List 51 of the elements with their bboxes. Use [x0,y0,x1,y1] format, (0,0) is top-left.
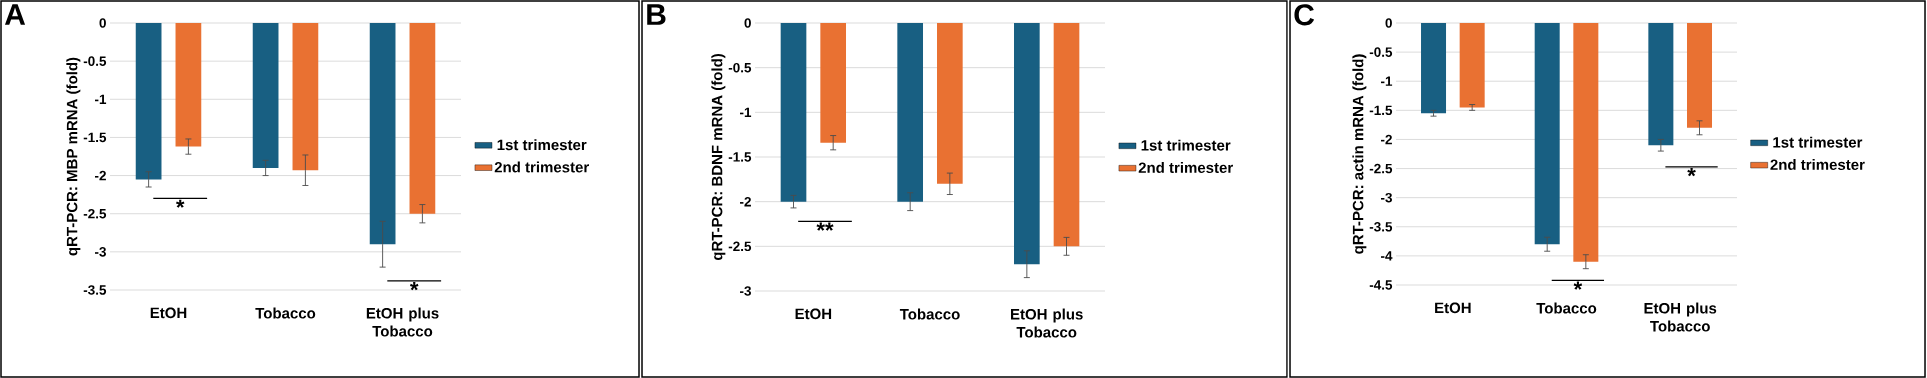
y-tick-label: 0 [99,18,106,28]
annotation: * [1573,281,1583,290]
y-tick-label: -1.5 [83,132,107,143]
annotation: * [1687,168,1696,177]
y-tick-label: -3 [740,286,751,296]
y-tick-label: 0 [744,18,751,28]
y-axis-title: qRT-PCR: BDNF mRNA (fold) [711,54,726,261]
chart-title: C [1294,4,1315,26]
y-tick-label: -2.5 [1369,163,1393,174]
x-tick-label: EtOH plus Tobacco [366,307,439,337]
y-tick-label: -4.5 [1369,280,1393,290]
legend-label: 1st trimester [497,139,587,151]
y-tick-label: -0.5 [1369,47,1393,57]
x-tick-label: Tobacco [1536,302,1597,314]
legend-label: 2nd trimester [1770,159,1865,171]
x-tick-label: Tobacco [255,307,316,319]
y-tick-label: -3.5 [1369,221,1393,232]
y-axis-title: qRT-PCR: actin mRNA (fold) [1352,54,1367,254]
x-tick-label: EtOH plus Tobacco [1011,308,1083,338]
y-tick-label: -4 [1381,251,1393,261]
y-tick-label: -2.5 [728,241,752,252]
legend-label: 1st trimester [1773,136,1863,148]
y-tick-label: -3 [1381,192,1392,203]
x-tick-label: EtOH [795,308,832,320]
y-tick-label: -1 [95,94,107,104]
y-tick-label: -1.5 [1369,105,1393,116]
annotation: * [409,282,419,291]
legend-label: 2nd trimester [1138,162,1233,174]
chart-title: A [4,4,26,25]
y-tick-label: -2 [740,196,751,207]
y-tick-label: -3.5 [83,285,107,295]
chart-title: B [647,4,666,25]
y-tick-label: -1 [1381,76,1393,86]
y-tick-label: -3 [95,247,106,257]
x-tick-label: EtOH [150,307,187,319]
legend-label: 1st trimester [1141,139,1231,151]
y-tick-label: -1.5 [728,152,752,162]
y-tick-label: 0 [1385,18,1392,28]
y-tick-label: -2 [95,170,106,181]
y-tick-label: -2.5 [83,208,107,219]
y-axis-title: qRT-PCR: MBP mRNA (fold) [66,57,81,256]
y-tick-label: -0.5 [728,62,752,73]
y-tick-label: -1 [740,107,752,117]
x-tick-label: EtOH plus Tobacco [1644,302,1717,332]
legend-label: 2nd trimester [494,161,589,173]
annotation: ** [816,222,834,231]
y-tick-label: -2 [1381,134,1392,145]
x-tick-label: Tobacco [899,308,960,320]
x-tick-label: EtOH [1435,302,1471,314]
y-tick-label: -0.5 [83,56,107,66]
annotation: * [175,199,185,208]
